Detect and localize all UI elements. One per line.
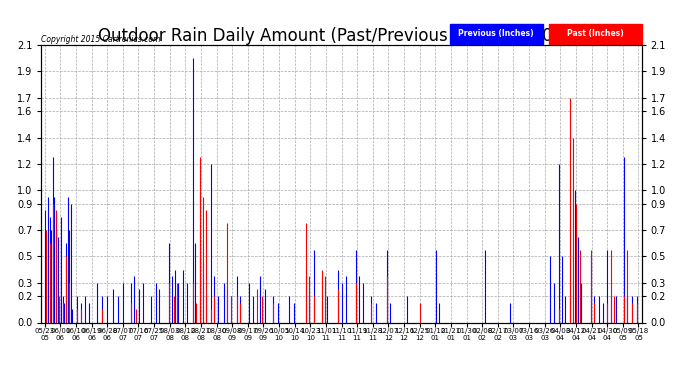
Text: Previous (Inches): Previous (Inches) [458, 29, 534, 38]
Text: Past (Inches): Past (Inches) [566, 29, 624, 38]
Text: Copyright 2015 Cartronics.com: Copyright 2015 Cartronics.com [41, 34, 161, 44]
Title: Outdoor Rain Daily Amount (Past/Previous Year) 20150523: Outdoor Rain Daily Amount (Past/Previous… [99, 27, 584, 45]
FancyBboxPatch shape [549, 24, 642, 44]
FancyBboxPatch shape [450, 24, 542, 44]
